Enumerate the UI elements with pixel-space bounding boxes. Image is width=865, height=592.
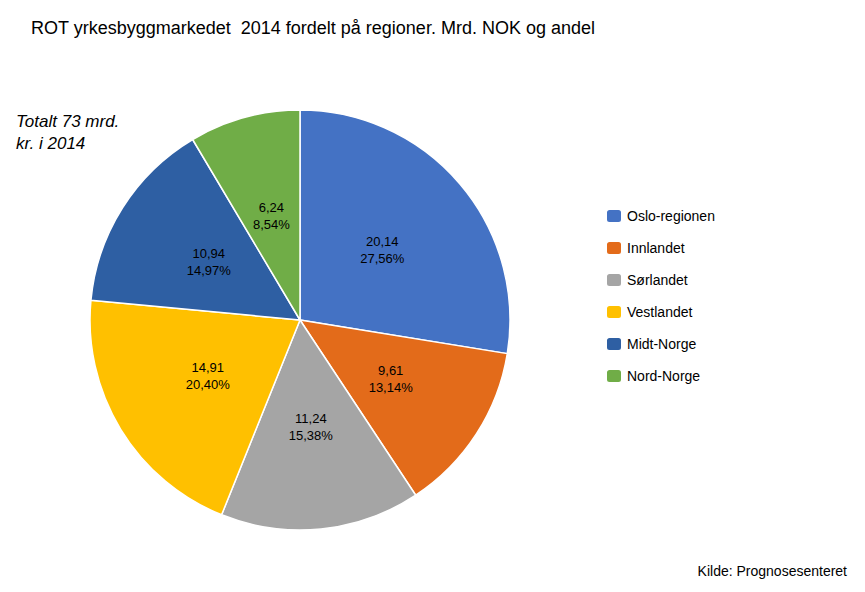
svg-text:15,38%: 15,38% <box>289 428 334 443</box>
svg-text:Kilde: Prognosesenteret: Kilde: Prognosesenteret <box>698 563 848 579</box>
svg-text:Oslo-regionen: Oslo-regionen <box>627 208 715 224</box>
svg-text:Totalt 73 mrd.: Totalt 73 mrd. <box>16 112 119 131</box>
svg-text:Innlandet: Innlandet <box>627 240 685 256</box>
svg-text:11,24: 11,24 <box>295 411 327 426</box>
svg-text:ROT yrkesbyggmarkedet 2014 fo: ROT yrkesbyggmarkedet 2014 fordelt på re… <box>31 18 595 38</box>
svg-text:10,94: 10,94 <box>192 246 225 261</box>
svg-text:20,14: 20,14 <box>366 234 399 249</box>
svg-text:9,61: 9,61 <box>378 363 403 378</box>
svg-text:27,56%: 27,56% <box>360 251 405 266</box>
svg-text:8,54%: 8,54% <box>253 217 290 232</box>
svg-text:kr. i 2014: kr. i 2014 <box>16 134 85 153</box>
svg-text:13,14%: 13,14% <box>369 380 414 395</box>
svg-text:20,40%: 20,40% <box>186 377 231 392</box>
svg-text:Vestlandet: Vestlandet <box>627 304 692 320</box>
svg-text:14,91: 14,91 <box>191 360 224 375</box>
svg-text:Nord-Norge: Nord-Norge <box>627 368 700 384</box>
svg-text:14,97%: 14,97% <box>187 263 232 278</box>
svg-text:Midt-Norge: Midt-Norge <box>627 336 696 352</box>
svg-text:6,24: 6,24 <box>259 200 284 215</box>
svg-text:Sørlandet: Sørlandet <box>627 272 688 288</box>
